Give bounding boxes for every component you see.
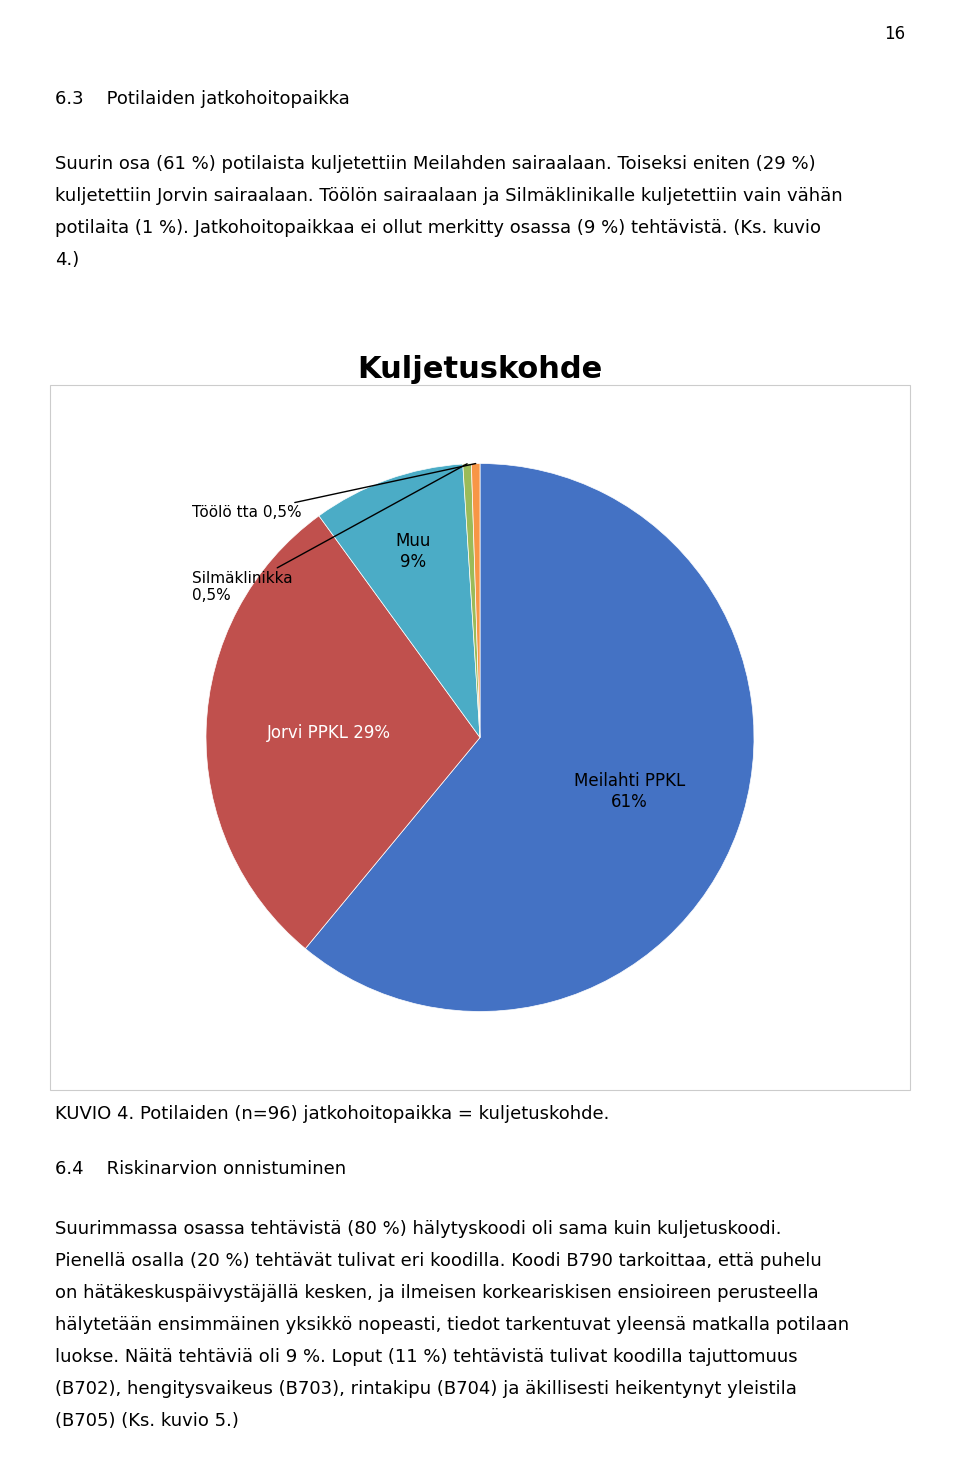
Text: 4.): 4.) — [55, 251, 80, 269]
Text: luokse. Näitä tehtäviä oli 9 %. Loput (11 %) tehtävistä tulivat koodilla tajutto: luokse. Näitä tehtäviä oli 9 %. Loput (1… — [55, 1348, 798, 1367]
Bar — [50, 385, 910, 1091]
Text: Silmäklinikka
0,5%: Silmäklinikka 0,5% — [192, 464, 468, 603]
Wedge shape — [471, 463, 480, 737]
Title: Kuljetuskohde: Kuljetuskohde — [357, 355, 603, 384]
Text: Muu
9%: Muu 9% — [396, 533, 431, 571]
Text: 16: 16 — [884, 25, 905, 42]
Text: Meilahti PPKL
61%: Meilahti PPKL 61% — [574, 772, 685, 810]
Text: (B705) (Ks. kuvio 5.): (B705) (Ks. kuvio 5.) — [55, 1412, 239, 1429]
Wedge shape — [305, 463, 754, 1012]
Text: potilaita (1 %). Jatkohoitopaikkaa ei ollut merkitty osassa (9 %) tehtävistä. (K: potilaita (1 %). Jatkohoitopaikkaa ei ol… — [55, 219, 821, 237]
Text: hälytetään ensimmäinen yksikkö nopeasti, tiedot tarkentuvat yleensä matkalla pot: hälytetään ensimmäinen yksikkö nopeasti,… — [55, 1315, 850, 1334]
Text: 6.4    Riskinarvion onnistuminen: 6.4 Riskinarvion onnistuminen — [55, 1161, 347, 1178]
Wedge shape — [319, 464, 480, 737]
Text: on hätäkeskuspäivystäjällä kesken, ja ilmeisen korkeariskisen ensioireen peruste: on hätäkeskuspäivystäjällä kesken, ja il… — [55, 1283, 819, 1302]
Text: Töölö tta 0,5%: Töölö tta 0,5% — [192, 463, 476, 520]
Text: kuljetettiin Jorvin sairaalaan. Töölön sairaalaan ja Silmäklinikalle kuljetettii: kuljetettiin Jorvin sairaalaan. Töölön s… — [55, 187, 843, 204]
Text: Pienellä osalla (20 %) tehtävät tulivat eri koodilla. Koodi B790 tarkoittaa, ett: Pienellä osalla (20 %) tehtävät tulivat … — [55, 1253, 822, 1270]
Wedge shape — [206, 515, 480, 949]
Text: (B702), hengitysvaikeus (B703), rintakipu (B704) ja äkillisesti heikentynyt ylei: (B702), hengitysvaikeus (B703), rintakip… — [55, 1380, 797, 1399]
Text: 6.3    Potilaiden jatkohoitopaikka: 6.3 Potilaiden jatkohoitopaikka — [55, 91, 349, 108]
Text: Suurimmassa osassa tehtävistä (80 %) hälytyskoodi oli sama kuin kuljetuskoodi.: Suurimmassa osassa tehtävistä (80 %) häl… — [55, 1221, 781, 1238]
Text: Jorvi PPKL 29%: Jorvi PPKL 29% — [268, 724, 392, 742]
Wedge shape — [463, 464, 480, 737]
Text: KUVIO 4. Potilaiden (n=96) jatkohoitopaikka = kuljetuskohde.: KUVIO 4. Potilaiden (n=96) jatkohoitopai… — [55, 1105, 610, 1123]
Text: Suurin osa (61 %) potilaista kuljetettiin Meilahden sairaalaan. Toiseksi eniten : Suurin osa (61 %) potilaista kuljetettii… — [55, 155, 816, 172]
